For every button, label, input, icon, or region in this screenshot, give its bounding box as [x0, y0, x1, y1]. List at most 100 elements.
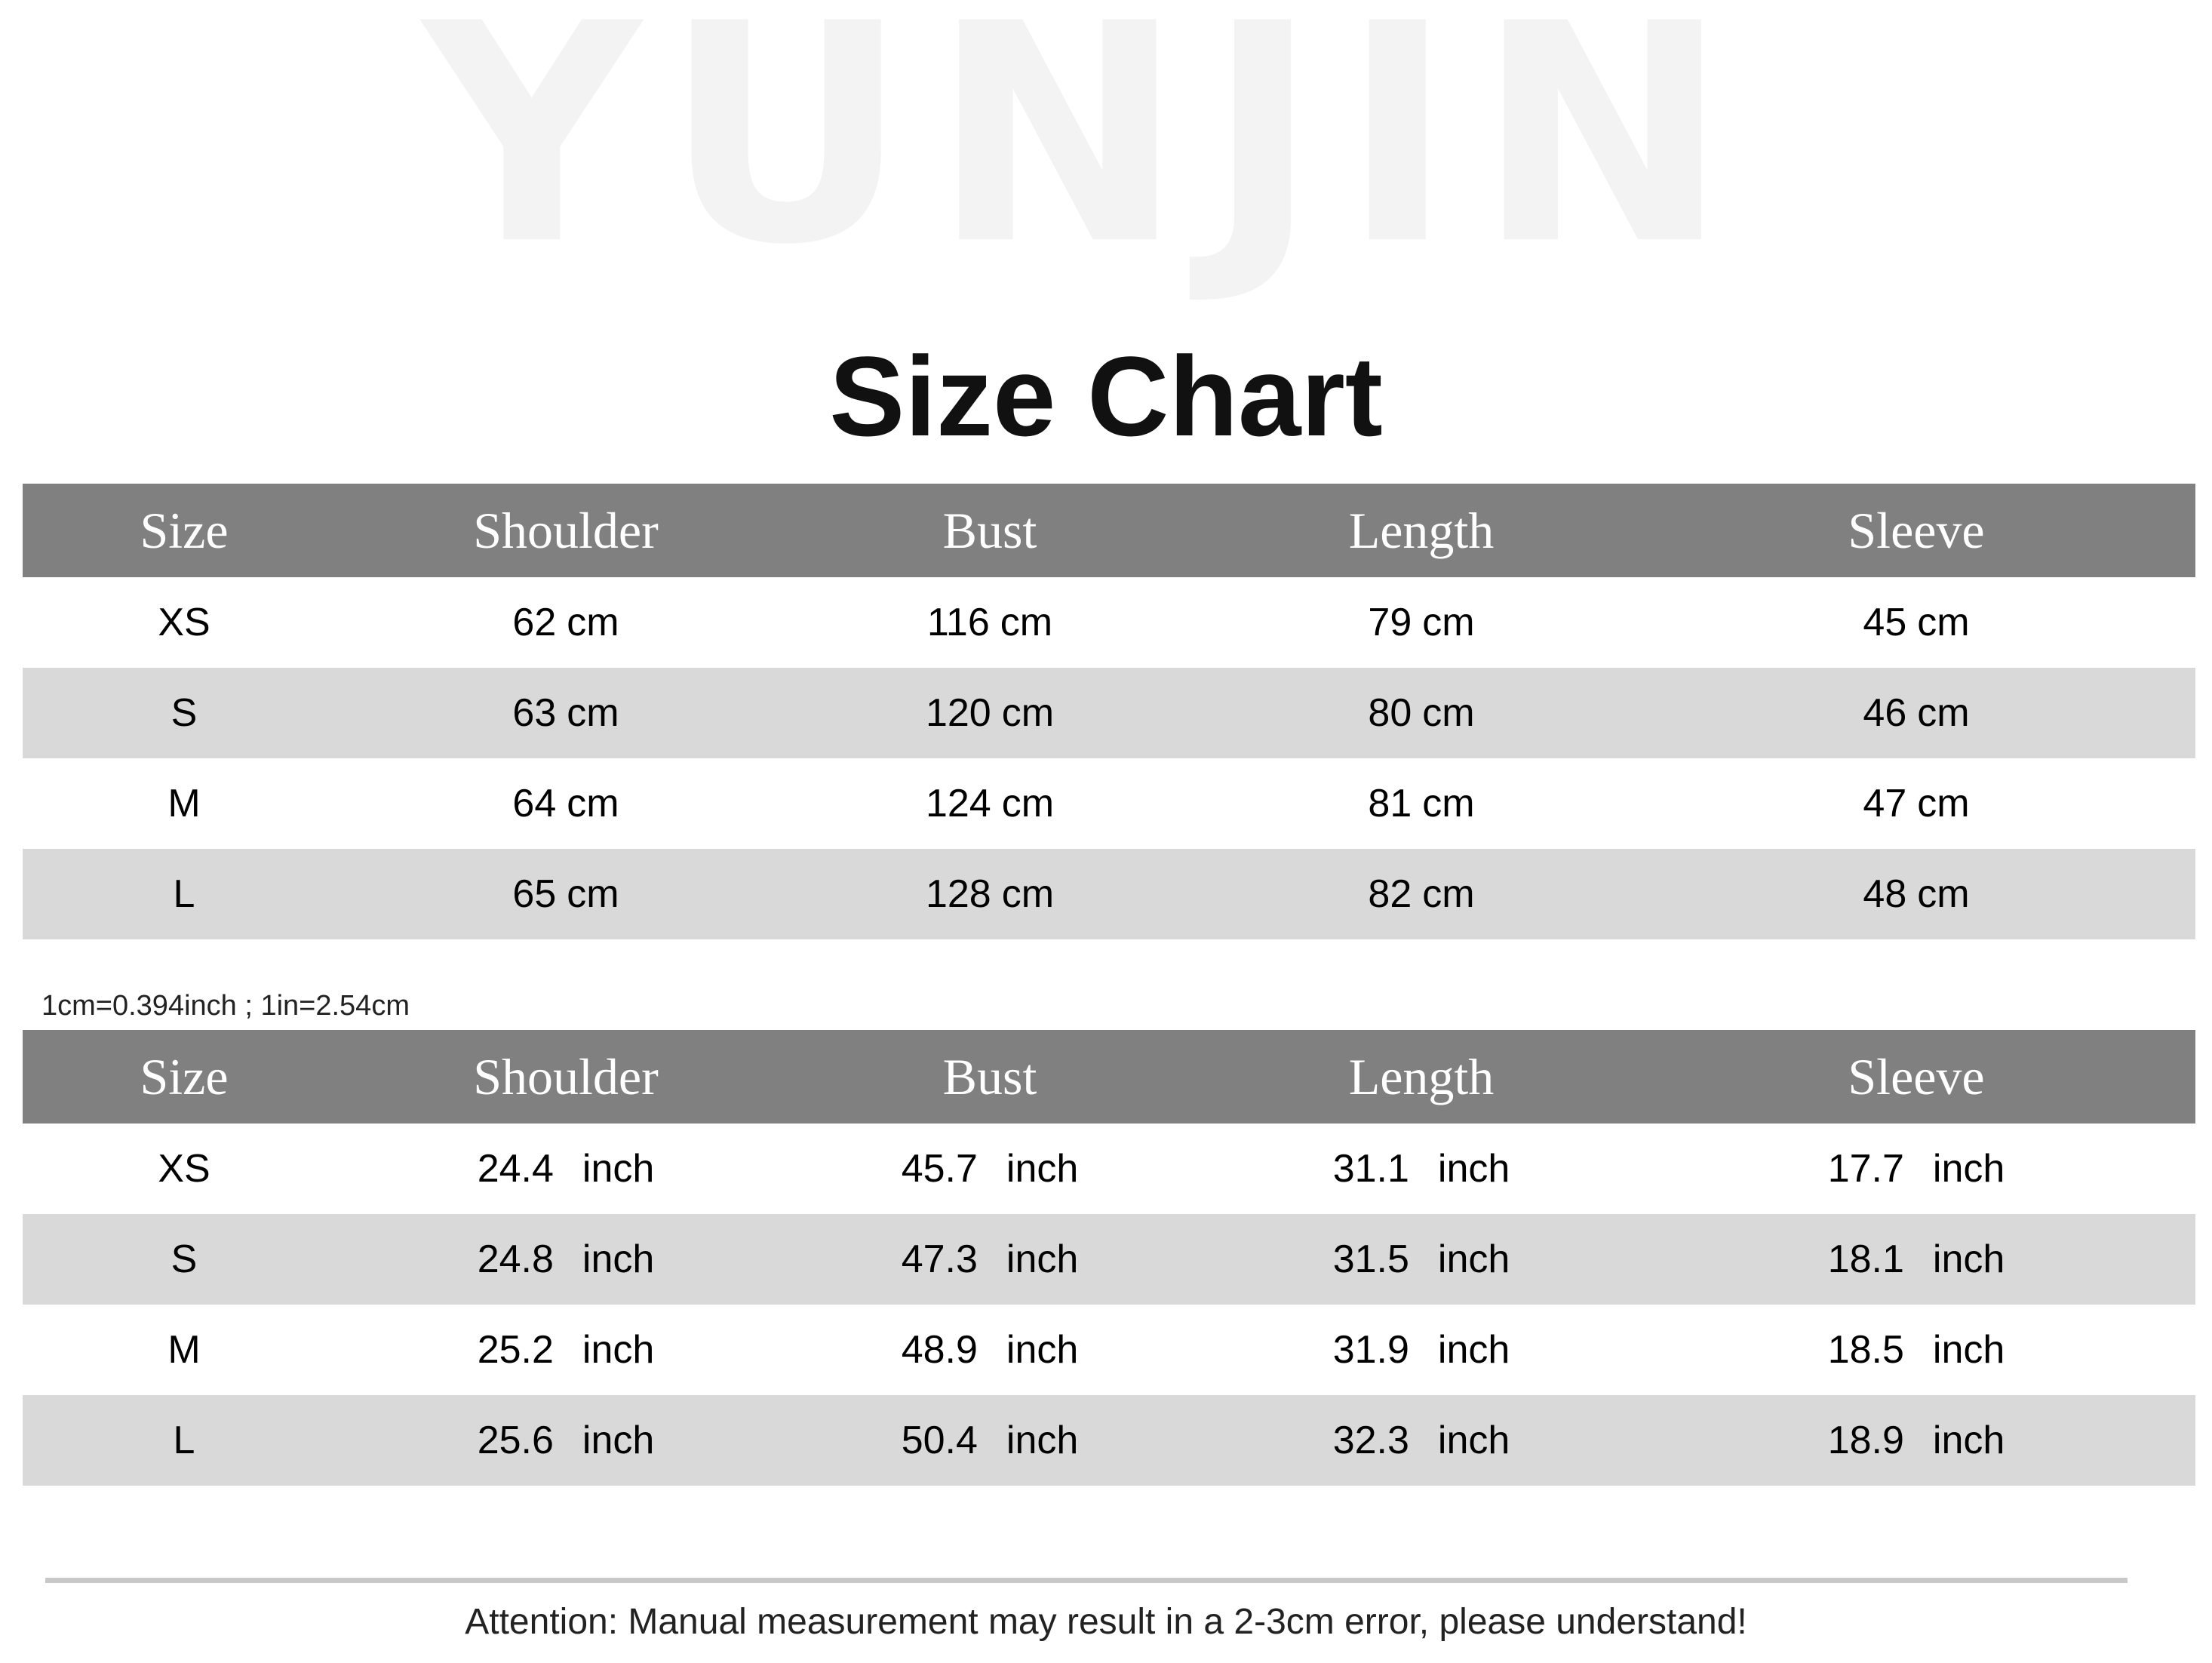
measurement-cell: 18.9 inch: [1728, 1395, 2105, 1486]
measurement-cell: 62 cm: [377, 577, 754, 668]
divider: [45, 1578, 2128, 1583]
measurement-cell: 24.8 inch: [377, 1214, 754, 1305]
measurement-cell: 25.2 inch: [377, 1305, 754, 1395]
table-header-row: Size Shoulder Bust Length Sleeve: [23, 484, 2195, 577]
measurement-unit: inch: [582, 1328, 655, 1372]
measurement-value: 24.4: [477, 1147, 554, 1191]
size-cell: S: [171, 1237, 198, 1281]
attention-note: Attention: Manual measurement may result…: [465, 1602, 1747, 1642]
measurement-unit: inch: [1932, 1419, 2005, 1462]
measurement-value: 80: [1368, 691, 1412, 735]
measurement-cell: 79 cm: [1233, 577, 1610, 668]
table-header-row: Size Shoulder Bust Length Sleeve: [23, 1030, 2195, 1124]
measurement-cell: 64 cm: [377, 758, 754, 849]
measurement-unit: cm: [567, 601, 619, 644]
header-cell: Size: [140, 1047, 229, 1105]
header-cell: Bust: [942, 501, 1037, 559]
measurement-value: 45.7: [901, 1147, 978, 1191]
measurement-cell: 128 cm: [801, 849, 1178, 939]
measurement-cell: 63 cm: [377, 668, 754, 758]
measurement-value: 65: [512, 872, 557, 916]
measurement-unit: inch: [1006, 1147, 1079, 1191]
measurement-cell: 45 cm: [1728, 577, 2105, 668]
measurement-cell: 25.6 inch: [377, 1395, 754, 1486]
measurement-cell: 17.7 inch: [1728, 1124, 2105, 1214]
measurement-cell: 124 cm: [801, 758, 1178, 849]
measurement-unit: inch: [1006, 1237, 1079, 1281]
measurement-value: 18.1: [1827, 1237, 1904, 1281]
measurement-cell: 116 cm: [801, 577, 1178, 668]
measurement-cell: 31.1 inch: [1233, 1124, 1610, 1214]
table-row: L 25.6 inch 50.4 inch 32.3 inch 18.9 inch: [23, 1395, 2195, 1486]
measurement-value: 128: [925, 872, 991, 916]
measurement-value: 116: [926, 601, 990, 644]
measurement-cell: 18.5 inch: [1728, 1305, 2105, 1395]
measurement-cell: 32.3 inch: [1233, 1395, 1610, 1486]
header-cell: Size: [140, 501, 229, 559]
table-row: S 24.8 inch 47.3 inch 31.5 inch 18.1 inch: [23, 1214, 2195, 1305]
measurement-value: 62: [512, 601, 557, 644]
measurement-unit: inch: [1006, 1419, 1079, 1462]
table-row: XS 24.4 inch 45.7 inch 31.1 inch 17.7 inch: [23, 1124, 2195, 1214]
measurement-value: 18.9: [1827, 1419, 1904, 1462]
table-row: M 25.2 inch 48.9 inch 31.9 inch 18.5 inch: [23, 1305, 2195, 1395]
measurement-cell: 47 cm: [1728, 758, 2105, 849]
measurement-unit: inch: [1437, 1419, 1510, 1462]
table-row: M 64 cm 124 cm 81 cm 47 cm: [23, 758, 2195, 849]
measurement-cell: 81 cm: [1233, 758, 1610, 849]
measurement-cell: 80 cm: [1233, 668, 1610, 758]
brand-watermark: YUNJIN: [422, 0, 1752, 311]
table-row: S 63 cm 120 cm 80 cm 46 cm: [23, 668, 2195, 758]
measurement-unit: cm: [1422, 872, 1475, 916]
measurement-cell: 24.4 inch: [377, 1124, 754, 1214]
inch-size-table: Size Shoulder Bust Length Sleeve XS 24.4 inch 45…: [23, 1030, 2195, 1486]
measurement-unit: cm: [1917, 691, 1970, 735]
measurement-cell: 47.3 inch: [801, 1214, 1178, 1305]
table-row: XS 62 cm 116 cm 79 cm 45 cm: [23, 577, 2195, 668]
size-cell: M: [167, 1328, 201, 1372]
measurement-unit: cm: [1917, 782, 1970, 825]
measurement-unit: inch: [582, 1419, 655, 1462]
measurement-unit: inch: [1932, 1237, 2005, 1281]
measurement-cell: 45.7 inch: [801, 1124, 1178, 1214]
measurement-unit: cm: [567, 782, 619, 825]
measurement-value: 24.8: [477, 1237, 554, 1281]
measurement-cell: 48.9 inch: [801, 1305, 1178, 1395]
measurement-unit: inch: [1437, 1147, 1510, 1191]
measurement-unit: inch: [582, 1147, 655, 1191]
measurement-value: 32.3: [1332, 1419, 1409, 1462]
measurement-unit: cm: [1000, 601, 1053, 644]
measurement-unit: inch: [1932, 1147, 2005, 1191]
measurement-unit: cm: [567, 872, 619, 916]
measurement-cell: 65 cm: [377, 849, 754, 939]
measurement-cell: 120 cm: [801, 668, 1178, 758]
measurement-cell: 18.1 inch: [1728, 1214, 2105, 1305]
measurement-unit: cm: [1001, 782, 1055, 825]
measurement-cell: 82 cm: [1233, 849, 1610, 939]
size-cell: XS: [158, 601, 210, 644]
measurement-value: 25.2: [477, 1328, 554, 1372]
measurement-value: 31.5: [1332, 1237, 1409, 1281]
measurement-cell: 31.5 inch: [1233, 1214, 1610, 1305]
measurement-unit: cm: [1422, 601, 1475, 644]
measurement-value: 17.7: [1827, 1147, 1904, 1191]
measurement-unit: inch: [582, 1237, 655, 1281]
header-cell: Bust: [942, 1047, 1037, 1105]
size-cell: XS: [158, 1147, 210, 1191]
measurement-unit: cm: [1917, 872, 1970, 916]
measurement-unit: cm: [1001, 872, 1055, 916]
header-cell: Length: [1348, 501, 1495, 559]
measurement-value: 48.9: [901, 1328, 978, 1372]
measurement-cell: 48 cm: [1728, 849, 2105, 939]
measurement-value: 47.3: [901, 1237, 978, 1281]
header-cell: Shoulder: [473, 501, 659, 559]
measurement-value: 25.6: [477, 1419, 554, 1462]
measurement-value: 46: [1863, 691, 1907, 735]
measurement-unit: cm: [1917, 601, 1970, 644]
measurement-value: 120: [925, 691, 991, 735]
measurement-unit: cm: [1422, 691, 1475, 735]
size-cell: L: [173, 872, 195, 916]
measurement-cell: 46 cm: [1728, 668, 2105, 758]
cm-size-table: Size Shoulder Bust Length Sleeve XS 62 cm 116 cm 7…: [23, 484, 2195, 939]
measurement-value: 31.1: [1332, 1147, 1409, 1191]
